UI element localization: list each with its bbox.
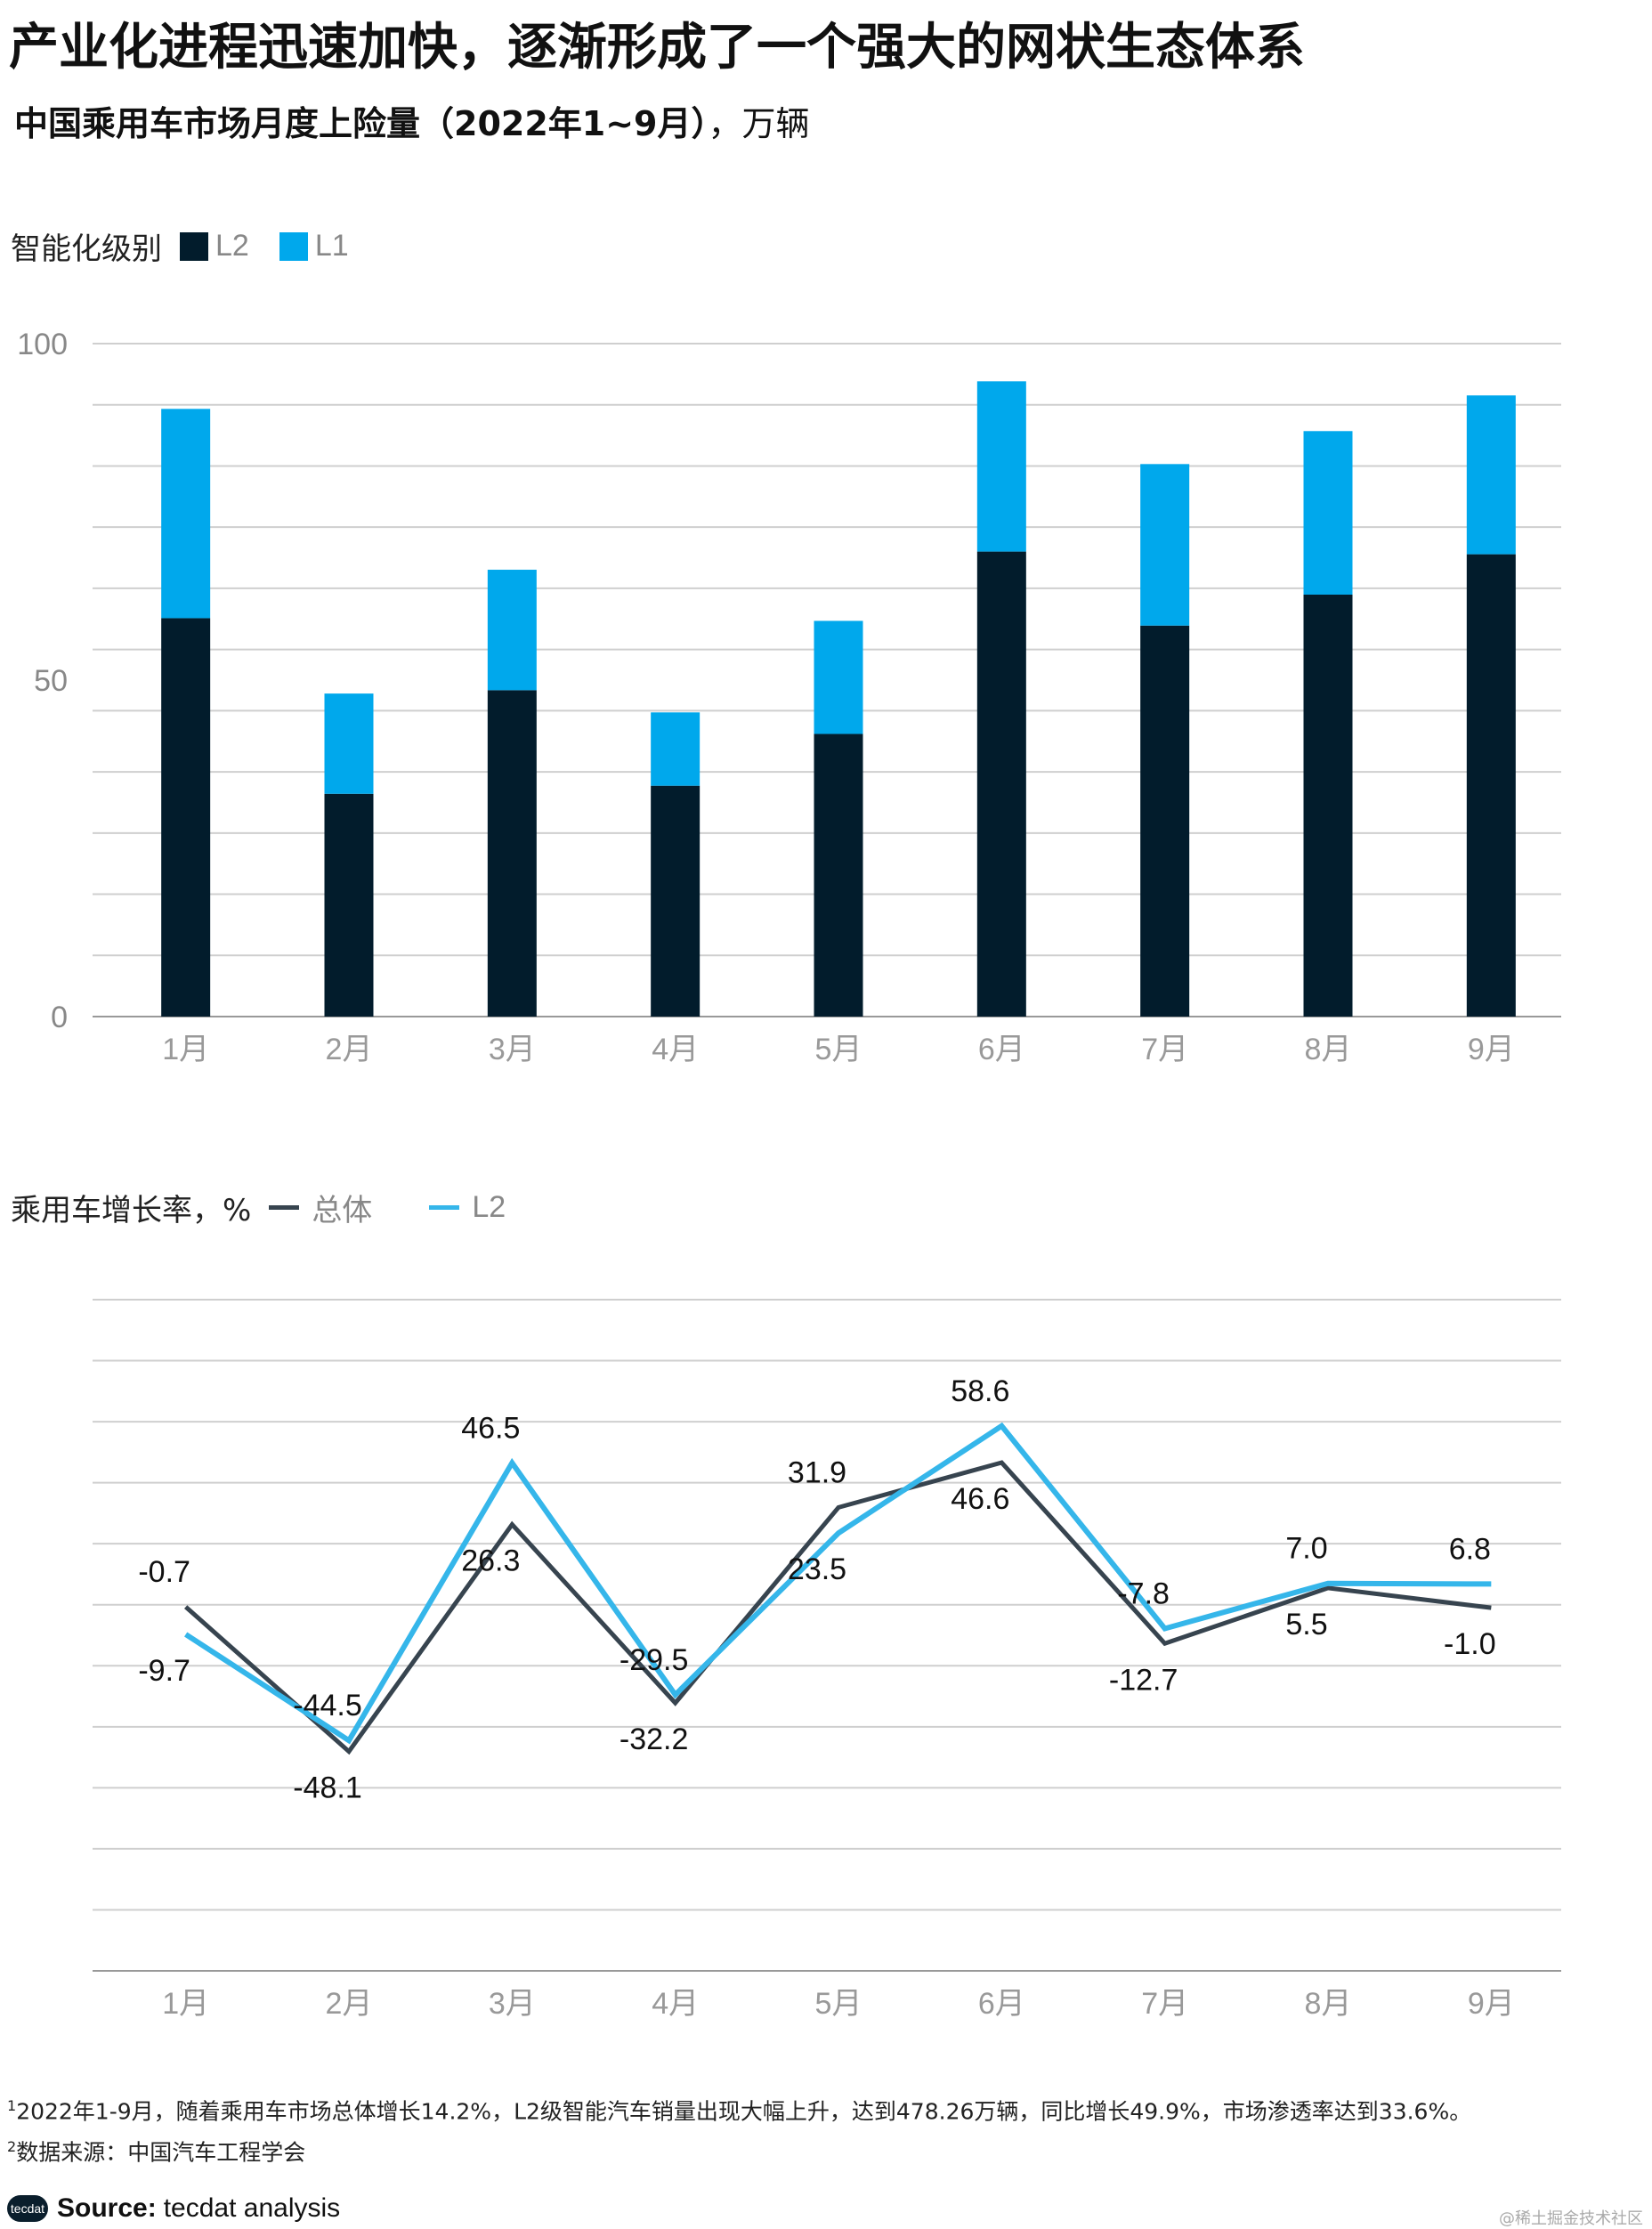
watermark: @稀土掘金技术社区 — [1499, 2209, 1643, 2228]
bar-l2 — [651, 785, 700, 1017]
y-tick-label: 0 — [51, 1001, 68, 1034]
x-tick-label: 3月 — [489, 1033, 536, 1066]
x-tick-label: 8月 — [1305, 1987, 1352, 2021]
data-label-l2: 46.5 — [461, 1411, 520, 1445]
x-tick-label: 5月 — [815, 1033, 862, 1066]
bar-l1 — [161, 409, 211, 619]
footnotes: 12022年1-9月，随着乘用车市场总体增长14.2%，L2级智能汽车销量出现大… — [7, 2088, 1471, 2171]
data-label-overall: -48.1 — [293, 1771, 362, 1805]
bar-legend: 智能化级别 L2 L1 — [11, 224, 379, 268]
bar-l1 — [1140, 464, 1190, 626]
legend-swatch-l2 — [180, 231, 208, 261]
legend-item-l1: L1 — [279, 229, 349, 263]
legend-item-l2: L2 — [180, 229, 249, 263]
subtitle-main: 中国乘用车市场月度上险量（2022年1~9月） — [14, 104, 709, 143]
bar-l2 — [161, 618, 211, 1017]
x-tick-label: 4月 — [652, 1987, 699, 2021]
bar-l1 — [814, 620, 863, 734]
x-tick-label: 2月 — [326, 1033, 373, 1066]
page-title: 产业化进程迅速加快，逐渐形成了一个强大的网状生态体系 — [9, 19, 1305, 77]
x-tick-label: 9月 — [1468, 1033, 1515, 1066]
x-tick-label: 5月 — [815, 1987, 862, 2021]
legend-label-overall: 总体 — [312, 1193, 373, 1228]
bar-chart: 0 50 100 1月 2月 3月 4月 5月 6月 7月 8月 9月 — [17, 328, 1561, 1066]
bar-l2 — [1466, 554, 1516, 1017]
data-label-overall: -12.7 — [1109, 1663, 1178, 1697]
x-tick-label: 7月 — [1141, 1987, 1188, 2021]
x-tick-label: 1月 — [162, 1987, 209, 2021]
tecdat-logo: tecdat — [7, 2195, 48, 2222]
data-label-l2: 23.5 — [788, 1552, 846, 1586]
footnote-1-marker: 1 — [7, 2097, 17, 2114]
x-tick-label: 9月 — [1468, 1987, 1515, 2021]
source-label: Source: — [57, 2193, 157, 2223]
x-tick-label: 2月 — [326, 1987, 373, 2021]
bar-l2 — [1140, 625, 1190, 1017]
data-label-l2: 7.0 — [1285, 1532, 1327, 1566]
footer: tecdat Source: tecdat analysis — [7, 2193, 340, 2224]
footnote-2-marker: 2 — [7, 2138, 17, 2156]
bar-l1 — [976, 381, 1026, 552]
bar-l1 — [324, 693, 374, 794]
data-label-l2: -7.8 — [1117, 1577, 1170, 1610]
footnote-2: 2数据来源：中国汽车工程学会 — [7, 2129, 1471, 2170]
data-label-l2: 58.6 — [951, 1374, 1009, 1408]
subtitle-unit: ，万辆 — [708, 104, 810, 143]
x-tick-label: 6月 — [978, 1987, 1025, 2021]
line-l2 — [184, 1422, 1492, 1745]
x-tick-label: 7月 — [1141, 1033, 1188, 1066]
bar-l2 — [487, 690, 537, 1017]
bar-l1 — [651, 712, 700, 786]
legend-item-overall: 总体 — [269, 1186, 372, 1229]
y-tick-label: 100 — [17, 328, 68, 361]
data-label-overall: -0.7 — [138, 1555, 190, 1589]
footnote-1: 12022年1-9月，随着乘用车市场总体增长14.2%，L2级智能汽车销量出现大… — [7, 2088, 1471, 2129]
bar-legend-title: 智能化级别 — [11, 231, 162, 267]
chart-subtitle: 中国乘用车市场月度上险量（2022年1~9月），万辆 — [14, 96, 810, 145]
bar-l2 — [324, 793, 374, 1017]
x-tick-label: 3月 — [489, 1987, 536, 2021]
y-tick-label: 50 — [34, 664, 68, 698]
line-legend: 乘用车增长率，% 总体 L2 — [11, 1186, 536, 1229]
data-label-overall: -32.2 — [620, 1722, 689, 1756]
data-label-overall: 46.6 — [951, 1482, 1009, 1516]
data-label-l2: -29.5 — [620, 1643, 689, 1677]
legend-line-l2 — [429, 1205, 460, 1210]
data-label-l2: -44.5 — [293, 1689, 362, 1722]
line-legend-title: 乘用车增长率，% — [11, 1193, 252, 1228]
line-chart: 1月 2月 3月 4月 5月 6月 7月 8月 9月 -0.7 -48.1 26.3 -32.2 31.9… — [93, 1299, 1561, 2021]
data-label-l2: 6.8 — [1449, 1532, 1491, 1566]
legend-item-l2-line: L2 — [429, 1190, 506, 1225]
bar-l1 — [487, 570, 537, 691]
x-tick-label: 4月 — [652, 1033, 699, 1066]
legend-label-l2-line: L2 — [472, 1190, 506, 1224]
bar-l1 — [1466, 395, 1516, 555]
footnote-2-text: 数据来源：中国汽车工程学会 — [16, 2139, 306, 2166]
x-tick-label: 1月 — [162, 1033, 209, 1066]
x-tick-label: 6月 — [978, 1033, 1025, 1066]
line-overall — [184, 1460, 1492, 1755]
legend-line-overall — [269, 1205, 300, 1210]
legend-label-l2: L2 — [215, 229, 249, 263]
x-tick-label: 8月 — [1305, 1033, 1352, 1066]
data-label-overall: 5.5 — [1285, 1608, 1327, 1641]
data-label-overall: 26.3 — [461, 1544, 520, 1578]
legend-swatch-l1 — [279, 231, 308, 261]
data-label-overall: -1.0 — [1444, 1627, 1496, 1661]
footnote-1-text: 2022年1-9月，随着乘用车市场总体增长14.2%，L2级智能汽车销量出现大幅… — [16, 2098, 1472, 2125]
bar-l1 — [1303, 431, 1353, 595]
bar-l2 — [976, 551, 1026, 1017]
source-value: tecdat analysis — [163, 2193, 341, 2223]
bar-l2 — [1303, 594, 1353, 1017]
data-label-l2: -9.7 — [138, 1654, 190, 1688]
legend-label-l1: L1 — [314, 229, 349, 263]
bar-l2 — [814, 734, 863, 1017]
data-label-overall: 31.9 — [788, 1455, 846, 1489]
